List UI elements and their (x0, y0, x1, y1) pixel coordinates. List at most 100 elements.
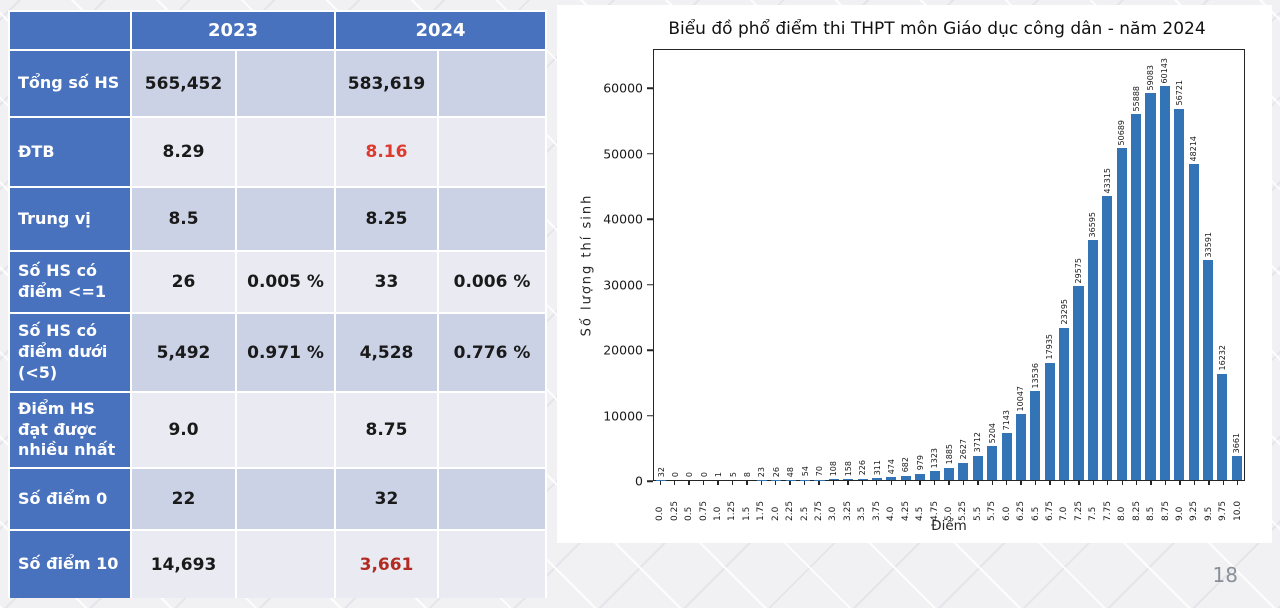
y-tick-mark (647, 283, 653, 286)
bar-value-label: 1 (714, 471, 724, 477)
bar-value-label: 1323 (930, 447, 940, 469)
bar-slot: 23 (755, 50, 769, 480)
x-tick-label: 0.0 (655, 506, 666, 521)
cell-2024-tens-pct (439, 531, 545, 598)
x-tick-label: 3.0 (828, 506, 839, 521)
x-tick-label: 6.5 (1030, 506, 1041, 521)
bar-value-label: 60143 (1160, 57, 1170, 84)
y-tick-mark (647, 152, 653, 155)
x-tick-label: 4.5 (915, 506, 926, 521)
cell-2023-zeros: 22 (132, 469, 235, 529)
row-label-diem-le-1: Số HS có điểm <=1 (10, 252, 130, 312)
x-tick: 6.75 (1043, 481, 1057, 521)
x-tick-label: 2.75 (814, 500, 825, 521)
bar (1231, 456, 1242, 480)
bar-slot: 311 (870, 50, 884, 480)
bar-value-label: 1885 (944, 444, 954, 465)
cell-2024-total: 583,619 (336, 51, 437, 116)
x-tick-label: 1.0 (712, 506, 723, 521)
x-tick: 9.0 (1173, 481, 1187, 521)
y-tick-mark (647, 480, 653, 482)
bar (828, 479, 839, 480)
cell-2023-zeros-pct (237, 469, 334, 529)
bar-value-label: 48214 (1189, 135, 1199, 162)
cell-2024-mean: 8.16 (336, 118, 437, 186)
x-tick: 9.75 (1216, 481, 1230, 521)
bar-value-label: 48 (786, 466, 796, 477)
cell-2023-below5: 5,492 (132, 314, 235, 391)
bar-slot: 8 (740, 50, 754, 480)
bar (886, 476, 897, 480)
x-tick-label: 4.25 (900, 500, 911, 521)
bar-value-label: 158 (843, 460, 853, 476)
x-tick-label: 1.25 (727, 500, 738, 521)
bar (1174, 108, 1185, 480)
bar-value-label: 36595 (1088, 212, 1098, 238)
bar-slot: 55888 (1129, 50, 1143, 480)
cell-2024-median-pct (439, 188, 545, 250)
table-corner-cell (10, 12, 130, 49)
bar-value-label: 5 (728, 471, 738, 477)
x-tick-label: 2.0 (770, 506, 781, 521)
bar-value-label: 474 (886, 458, 896, 474)
bar (843, 478, 854, 480)
plot-area: 32 0 0 0 1 5 8 23 26 48 54 70 108 158 226 311 474 682 979 1… (653, 49, 1245, 481)
x-tick-label: 5.25 (958, 500, 969, 521)
x-tick-label: 4.0 (886, 506, 897, 521)
y-tick-label: 50000 (603, 146, 643, 162)
bar (1159, 86, 1170, 480)
bar-slot: 1323 (927, 50, 941, 480)
col-header-2023: 2023 (132, 12, 334, 49)
bar-value-label: 33591 (1203, 231, 1213, 258)
x-tick: 8.5 (1144, 481, 1158, 521)
x-tick: 6.25 (1014, 481, 1028, 521)
bar (1030, 391, 1041, 480)
row-label-so-diem-10: Số điểm 10 (10, 531, 130, 598)
y-tick-mark (647, 414, 653, 417)
bar (987, 445, 998, 480)
x-tick: 5.5 (971, 481, 985, 521)
row-label-tong-so-hs: Tổng số HS (10, 51, 130, 116)
cell-2023-mode: 9.0 (132, 393, 235, 467)
x-tick-label: 10.0 (1232, 500, 1243, 521)
x-tick: 9.5 (1202, 481, 1216, 521)
bars-container: 32 0 0 0 1 5 8 23 26 48 54 70 108 158 226 311 474 682 979 1… (654, 50, 1244, 480)
bar-value-label: 17935 (1045, 334, 1055, 360)
x-tick-label: 7.0 (1059, 506, 1070, 521)
x-tick: 2.25 (783, 481, 797, 521)
x-tick-label: 9.25 (1189, 500, 1200, 521)
bar-value-label: 10047 (1016, 385, 1026, 412)
bar (915, 473, 926, 480)
x-tick: 3.25 (841, 481, 855, 521)
bar-value-label: 8 (743, 471, 753, 477)
bar-slot: 1885 (942, 50, 956, 480)
score-distribution-chart: Biểu đồ phổ điểm thi THPT môn Giáo dục c… (557, 5, 1272, 543)
y-tick-mark (647, 87, 653, 90)
x-tick: 7.25 (1072, 481, 1086, 521)
bar-value-label: 979 (915, 455, 925, 471)
cell-2024-below1: 33 (336, 252, 437, 312)
x-tick: 8.25 (1129, 481, 1143, 521)
x-tick-label: 9.75 (1218, 500, 1229, 521)
bar-slot: 7143 (999, 50, 1013, 480)
bar (1203, 260, 1214, 480)
bar-value-label: 682 (901, 457, 911, 473)
bar (1015, 414, 1026, 480)
bar-value-label: 0 (671, 471, 681, 477)
x-tick-label: 0.5 (684, 506, 695, 521)
x-tick-label: 9.5 (1203, 506, 1214, 521)
bar-value-label: 0 (685, 471, 695, 477)
row-label-trung-vi: Trung vị (10, 188, 130, 250)
bar-slot: 48214 (1186, 50, 1200, 480)
x-tick-label: 3.75 (871, 500, 882, 521)
y-tick-label: 20000 (603, 342, 643, 358)
bar-value-label: 59083 (1145, 64, 1155, 91)
x-axis-ticks: 0.0 0.25 0.5 0.75 1.0 1.25 1.5 1.75 2.0 2.25 2.5 2.… (653, 481, 1245, 521)
x-tick-label: 6.75 (1045, 500, 1056, 521)
bar-slot: 0 (683, 50, 697, 480)
y-tick-label: 30000 (603, 277, 643, 293)
x-tick: 5.75 (985, 481, 999, 521)
y-tick-label: 10000 (603, 408, 643, 424)
x-tick-label: 5.75 (987, 500, 998, 521)
bar-value-label: 43315 (1102, 168, 1112, 194)
